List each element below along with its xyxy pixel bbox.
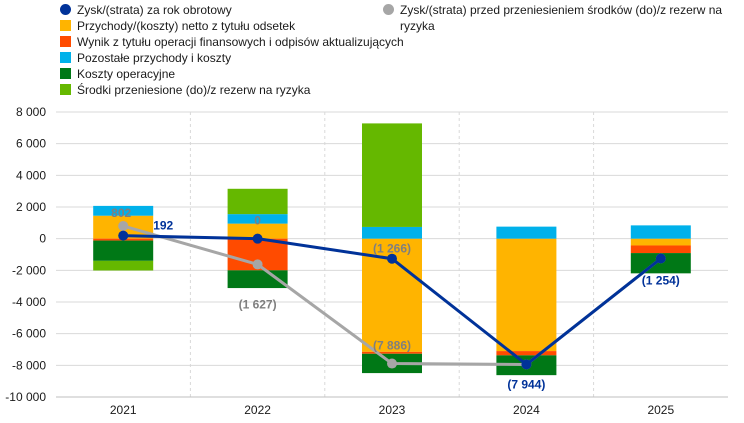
legend-swatch-icon (60, 52, 71, 63)
bar-segment (362, 226, 422, 239)
y-tick-label: -6 000 (12, 327, 46, 341)
bar-segment (227, 223, 288, 239)
legend-item-profit: Zysk/(strata) za rok obrotowy (60, 2, 404, 18)
x-tick-label: 2021 (110, 403, 137, 417)
data-labels: 802 192 0 (1 627) (1 266) (7 886) (7 944) (1 25… (111, 206, 680, 391)
series-point (252, 259, 263, 270)
y-axis: 8 000 6 000 4 000 2 000 0 -2 000 -4 000 -6 000 -… (5, 105, 46, 404)
x-tick-label: 2024 (513, 403, 540, 417)
bar-segment (630, 238, 691, 246)
y-tick-label: 4 000 (16, 168, 46, 182)
legend-label: Pozostałe przychody i koszty (77, 51, 232, 65)
y-tick-label: -4 000 (12, 295, 46, 309)
legend-item-other: Pozostałe przychody i koszty (60, 50, 404, 66)
data-label: 802 (111, 206, 131, 220)
data-label: (7 886) (373, 339, 411, 353)
series-point (521, 359, 532, 370)
data-label: (1 627) (239, 297, 277, 311)
legend-swatch-icon (60, 36, 71, 47)
legend-left: Zysk/(strata) za rok obrotowy Przychody/… (60, 2, 404, 98)
y-tick-label: -10 000 (5, 390, 46, 404)
legend-label: Zysk/(strata) przed przeniesieniem środk… (400, 3, 723, 33)
legend-swatch-icon (60, 68, 71, 79)
legend-label: Środki przeniesione (do)/z rezerw na ryz… (77, 83, 311, 97)
bar-segment (93, 260, 154, 271)
x-axis: 2021 2022 2023 2024 2025 (110, 403, 675, 417)
legend-item-provisions: Środki przeniesione (do)/z rezerw na ryz… (60, 82, 404, 98)
x-tick-label: 2025 (647, 403, 674, 417)
bar-segment (93, 205, 154, 216)
x-tick-label: 2022 (244, 403, 271, 417)
y-tick-label: 2 000 (16, 200, 46, 214)
data-label: 192 (153, 219, 173, 233)
series-point (118, 230, 129, 241)
bar-segment (362, 351, 422, 354)
x-tick-label: 2023 (379, 403, 406, 417)
bar-segment (93, 240, 154, 261)
y-tick-label: 8 000 (16, 105, 46, 119)
data-label: (1 254) (642, 274, 680, 288)
series-point (655, 253, 666, 264)
data-label: (1 266) (373, 242, 411, 256)
y-tick-label: 6 000 (16, 137, 46, 151)
legend-label: Przychody/(koszty) netto z tytułu odsete… (77, 19, 296, 33)
bar-segment (630, 245, 691, 254)
bar-segment (496, 351, 557, 356)
series-point (387, 358, 397, 369)
legend-swatch-icon (60, 84, 71, 95)
legend-item-opex: Koszty operacyjne (60, 66, 404, 82)
legend-swatch-icon (60, 20, 71, 31)
bar-segment (227, 214, 288, 224)
legend-label: Koszty operacyjne (77, 67, 176, 81)
series-point (387, 253, 397, 264)
legend-right: Zysk/(strata) przed przeniesieniem środk… (383, 2, 740, 34)
legend-label: Wynik z tytułu operacji finansowych i od… (77, 35, 404, 49)
series-point (252, 233, 263, 244)
legend-item-interest: Przychody/(koszty) netto z tytułu odsete… (60, 18, 404, 34)
legend-item-financial: Wynik z tytułu operacji finansowych i od… (60, 34, 404, 50)
series-point (118, 220, 129, 231)
y-tick-label: -2 000 (12, 263, 46, 277)
bar-segment (496, 226, 557, 239)
series-lines (118, 220, 666, 370)
legend-item-profit-before: Zysk/(strata) przed przeniesieniem środk… (383, 2, 740, 34)
y-tick-label: -8 000 (12, 358, 46, 372)
y-tick-label: 0 (39, 232, 46, 246)
bar-segment (362, 123, 422, 227)
legend-dot-icon (60, 4, 71, 15)
data-label: (7 944) (507, 377, 545, 391)
bar-segment (227, 188, 288, 215)
data-label: 0 (254, 214, 261, 228)
bar-segment (630, 225, 691, 239)
legend-label: Zysk/(strata) za rok obrotowy (77, 3, 232, 17)
legend-dot-icon (383, 4, 394, 15)
bar-segment (496, 238, 557, 352)
